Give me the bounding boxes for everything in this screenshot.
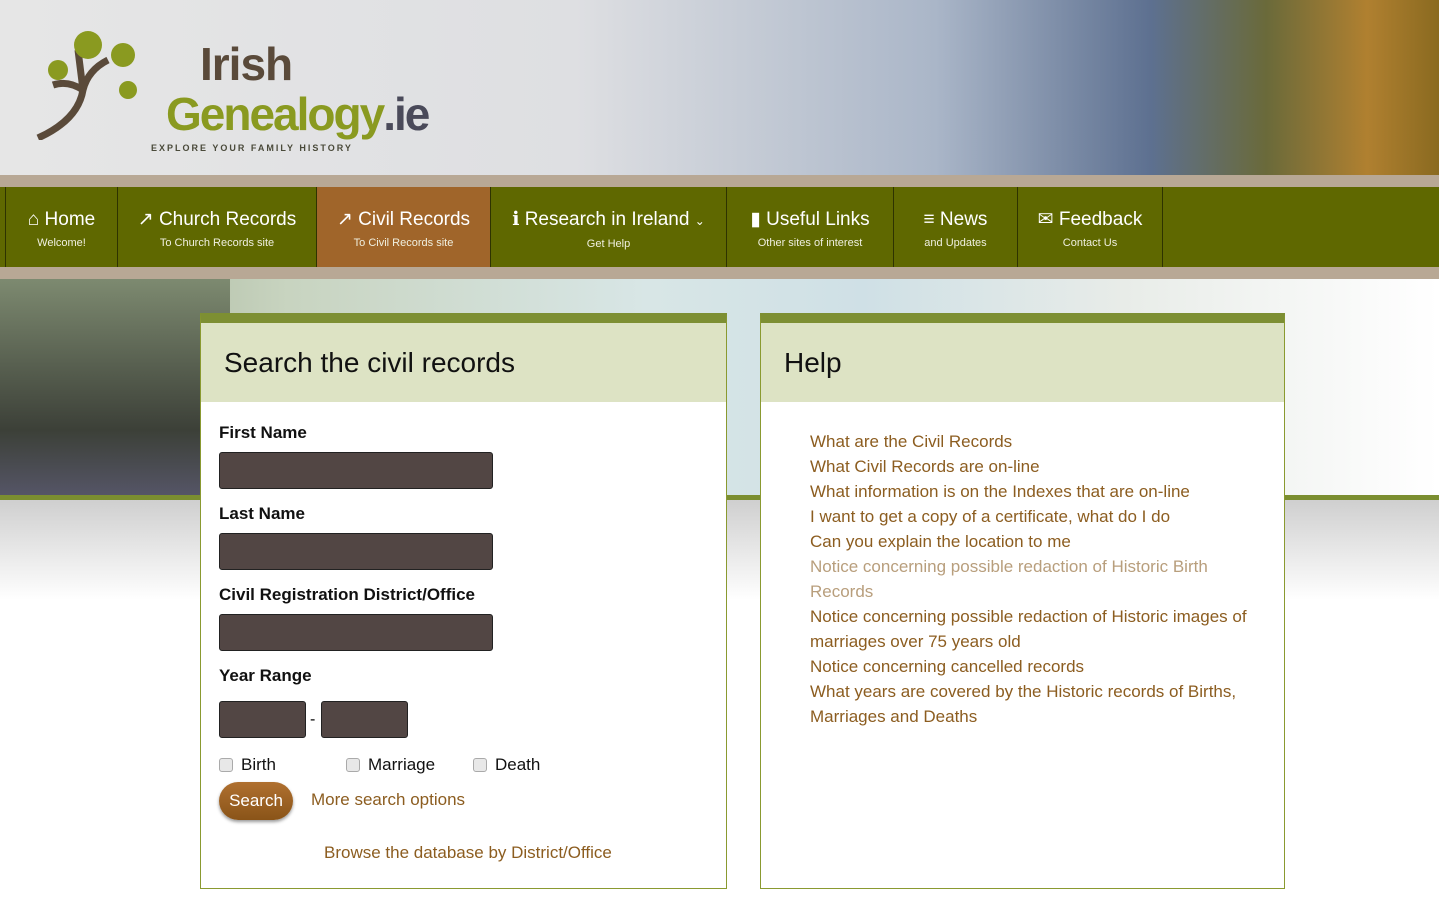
chevron-down-icon: ⌄ <box>694 214 705 228</box>
external-link-icon: ↗ <box>336 209 353 230</box>
nav-item-title: ⌂ Home <box>6 209 117 231</box>
checkbox-icon[interactable] <box>473 758 487 772</box>
nav-title-text: Useful Links <box>766 209 870 230</box>
nav-item-subtitle: Get Help <box>586 238 631 250</box>
bookmark-icon: ▮ <box>750 209 761 230</box>
nav-title-text: Church Records <box>158 209 297 230</box>
nav-item-subtitle: To Civil Records site <box>353 237 454 249</box>
checkbox-icon[interactable] <box>346 758 360 772</box>
search-panel-title: Search the civil records <box>201 323 726 402</box>
nav-item-title: ≡ News <box>894 209 1017 231</box>
help-link[interactable]: Notice concerning possible redaction of … <box>810 557 1208 601</box>
nav-item-title: ↗ Church Records <box>118 209 316 231</box>
nav-top-border <box>0 175 1439 187</box>
marriage-label: Marriage <box>368 755 436 774</box>
first-name-input[interactable] <box>219 452 493 489</box>
nav-item-home[interactable]: ⌂ Home Welcome! <box>5 187 117 267</box>
first-name-label: First Name <box>219 423 307 442</box>
year-range-label: Year Range <box>219 666 312 685</box>
death-label: Death <box>495 755 541 774</box>
help-link[interactable]: What years are covered by the Historic r… <box>810 682 1237 726</box>
envelope-icon: ✉ <box>1037 209 1054 230</box>
last-name-input[interactable] <box>219 533 493 570</box>
district-input[interactable] <box>219 614 493 651</box>
nav-item-subtitle: Contact Us <box>1062 237 1118 249</box>
tree-logo-icon <box>36 31 137 140</box>
nav-item-subtitle: Welcome! <box>37 237 86 249</box>
home-icon: ⌂ <box>27 209 40 230</box>
nav-item-civil-records[interactable]: ↗ Civil Records To Civil Records site <box>316 187 490 267</box>
help-link[interactable]: Notice concerning possible redaction of … <box>810 607 1247 651</box>
search-button[interactable]: Search <box>219 782 293 820</box>
nav-item-subtitle: To Church Records site <box>159 237 275 249</box>
help-link[interactable]: Can you explain the location to me <box>810 532 1071 551</box>
nav-title-text: Home <box>44 209 96 230</box>
info-icon: ℹ <box>512 209 520 230</box>
help-panel-title: Help <box>761 323 1284 402</box>
nav-item-church-records[interactable]: ↗ Church Records To Church Records site <box>117 187 316 267</box>
search-panel: Search the civil records First Name Last… <box>200 313 727 889</box>
nav-bottom-border <box>0 267 1439 279</box>
nav-item-feedback[interactable]: ✉ Feedback Contact Us <box>1017 187 1163 267</box>
nav-item-title: ▮ Useful Links <box>727 209 893 231</box>
more-search-options-link[interactable]: More search options <box>311 790 466 809</box>
help-panel: Help What are the Civil Records What Civi… <box>760 313 1285 889</box>
nav-title-text: Civil Records <box>358 209 471 230</box>
list-icon: ≡ <box>923 209 935 230</box>
logo-tagline: EXPLORE YOUR FAMILY HISTORY <box>151 143 353 153</box>
historic-photo <box>0 279 230 495</box>
help-links: What are the Civil Records What Civil Rec… <box>810 429 1270 729</box>
nav-item-subtitle: and Updates <box>924 237 987 249</box>
help-link[interactable]: Notice concerning cancelled records <box>810 657 1085 676</box>
nav-title-text: Feedback <box>1058 209 1143 230</box>
year-dash: - <box>310 711 316 728</box>
help-link[interactable]: What Civil Records are on-line <box>810 457 1040 476</box>
nav-item-title: ✉ Feedback <box>1018 209 1162 231</box>
year-to-input[interactable] <box>321 701 408 738</box>
nav-item-subtitle: Other sites of interest <box>757 237 863 249</box>
birth-label: Birth <box>241 755 276 774</box>
help-link[interactable]: I want to get a copy of a certificate, w… <box>810 507 1171 526</box>
nav-item-title: ℹ Research in Ireland ⌄ <box>491 209 726 232</box>
nav-title-text: News <box>939 209 988 230</box>
main-nav: ⌂ Home Welcome! ↗ Church Records To Church … <box>0 187 1439 267</box>
last-name-label: Last Name <box>219 504 305 523</box>
nav-item-title: ↗ Civil Records <box>317 209 490 231</box>
death-checkbox[interactable]: Death <box>473 755 540 775</box>
nav-item-news[interactable]: ≡ News and Updates <box>893 187 1017 267</box>
nav-item-research-in-ireland[interactable]: ℹ Research in Ireland ⌄ Get Help <box>490 187 726 267</box>
nav-title-text: Research in Ireland <box>524 209 690 230</box>
birth-checkbox[interactable]: Birth <box>219 755 276 775</box>
external-link-icon: ↗ <box>137 209 154 230</box>
site-header: Irish Genealogy.ie EXPLORE YOUR FAMILY H… <box>0 0 1439 175</box>
help-link[interactable]: What information is on the Indexes that … <box>810 482 1190 501</box>
logo-word-genealogy: Genealogy.ie <box>166 88 430 140</box>
checkbox-icon[interactable] <box>219 758 233 772</box>
district-label: Civil Registration District/Office <box>219 585 475 604</box>
nav-item-useful-links[interactable]: ▮ Useful Links Other sites of interest <box>726 187 893 267</box>
browse-database-link[interactable]: Browse the database by District/Office <box>324 843 612 862</box>
marriage-checkbox[interactable]: Marriage <box>346 755 435 775</box>
site-logo[interactable]: Irish Genealogy.ie EXPLORE YOUR FAMILY H… <box>20 0 460 160</box>
year-from-input[interactable] <box>219 701 306 738</box>
help-link[interactable]: What are the Civil Records <box>810 432 1013 451</box>
logo-word-irish: Irish <box>200 38 293 90</box>
